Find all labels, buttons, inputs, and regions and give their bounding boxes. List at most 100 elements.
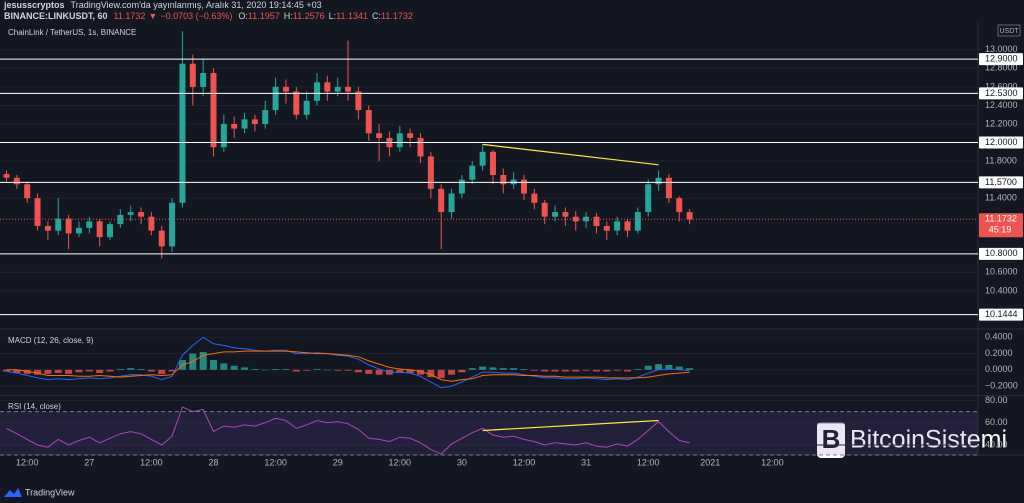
x-tick-label: 31 [581,457,591,467]
y-tick-label: 0.2000 [985,348,1013,358]
candle-body [200,73,207,87]
macd-histogram-bar [624,369,631,372]
candle-body [531,193,538,203]
level-label: 12.0000 [985,137,1018,147]
candle-body [562,212,569,217]
countdown: 45:19 [989,225,1012,235]
macd-histogram-bar [613,369,621,371]
candle-body [65,218,72,234]
x-tick-label: 30 [457,457,467,467]
candle-body [469,165,476,180]
macd-histogram-bar [44,369,52,374]
y-tick-label: 11.4000 [985,193,1017,203]
watermark-icon [817,422,845,458]
candle-body [13,177,20,185]
candle-body [96,221,103,238]
macd-histogram-bar [354,369,362,373]
macd-histogram-bar [106,369,114,372]
unit-box [997,24,1021,37]
macd-histogram-bar [530,369,538,371]
logo-icon [4,488,22,497]
x-tick-label: 12:00 [16,457,39,467]
x-tick-label: 12:00 [264,457,287,467]
macd-line [6,336,690,389]
macd-histogram-bar [54,369,62,374]
last-price-box [979,213,1023,238]
macd-histogram-bar [417,369,424,375]
macd-histogram-bar [251,369,259,370]
candle-body [179,63,186,203]
candle-body [272,86,279,111]
x-tick-label: 2021 [700,457,720,467]
x-tick-label: 28 [208,457,218,467]
candle-body [583,216,590,222]
candle-body [427,156,434,189]
candle-body [655,177,662,185]
level-label-box [979,136,1023,149]
macd-histogram-bar [437,369,445,378]
y-tick-label: 12.2000 [985,118,1018,128]
macd-histogram-bar [323,369,331,371]
macd-histogram-bar [572,369,580,372]
macd-histogram-bar [241,367,249,370]
candle-body [603,226,610,231]
macd-histogram-bar [13,369,21,374]
candle-body [158,230,165,247]
y-tick-label: 40.00 [985,439,1008,449]
x-tick-label: 12:00 [761,457,784,467]
arrow: ▼ [148,11,157,21]
candle-body [24,184,31,199]
candle-body [572,216,579,222]
candle-body [251,119,258,124]
candle-body [107,224,113,238]
macd-histogram-bar [634,369,642,370]
macd-histogram-bar [675,366,683,370]
candle-body [127,212,134,215]
candle-body [231,124,238,129]
candle-body [34,198,41,226]
candle-body [262,110,269,124]
macd-histogram-bar [147,369,155,372]
ohlc-key: L: [329,11,337,21]
macd-histogram-bar [375,369,383,375]
macd-histogram-bar [655,364,663,370]
macd-histogram-bar [85,369,93,372]
level-label: 12.5300 [985,88,1018,98]
macd-histogram-bar [479,366,487,370]
ohlc-key: C: [372,11,381,21]
candle-body [324,82,331,92]
macd-histogram-bar [458,369,466,373]
macd-histogram-bar [199,351,207,370]
candle-body [614,221,621,231]
x-tick-label: 12:00 [513,457,536,467]
candle-body [458,179,465,194]
level-label: 10.8000 [985,248,1018,258]
candle-body [593,216,600,226]
macd-histogram-bar [272,369,280,370]
macd-histogram-bar [3,369,10,372]
candle-body [55,218,62,231]
candle-body [489,151,496,175]
candle-body [396,133,403,148]
macd-histogram-bar [551,369,559,372]
ohlc-key: H: [284,11,293,21]
watermark-icon-letter: B [822,424,841,454]
candle-body [448,193,455,213]
candle-body [345,86,352,92]
ohlc-key: O: [238,11,248,21]
level-label-box [979,308,1023,321]
macd-histogram-bar [96,369,104,374]
tradingview-logo: TradingView [4,487,75,497]
macd-histogram-bar [365,369,373,374]
macd-histogram-bar [75,369,83,373]
ohlc-value: 11.1732 [381,11,413,21]
rsi-line [6,406,690,455]
candle-body [210,73,217,148]
candle-body [645,184,652,213]
candle-body [189,63,196,87]
candle-body [138,212,145,217]
macd-histogram-bar [582,369,590,371]
last-price-label: 11.1732 [985,214,1017,224]
macd-histogram-bar [499,368,507,370]
trend-line [482,143,659,166]
